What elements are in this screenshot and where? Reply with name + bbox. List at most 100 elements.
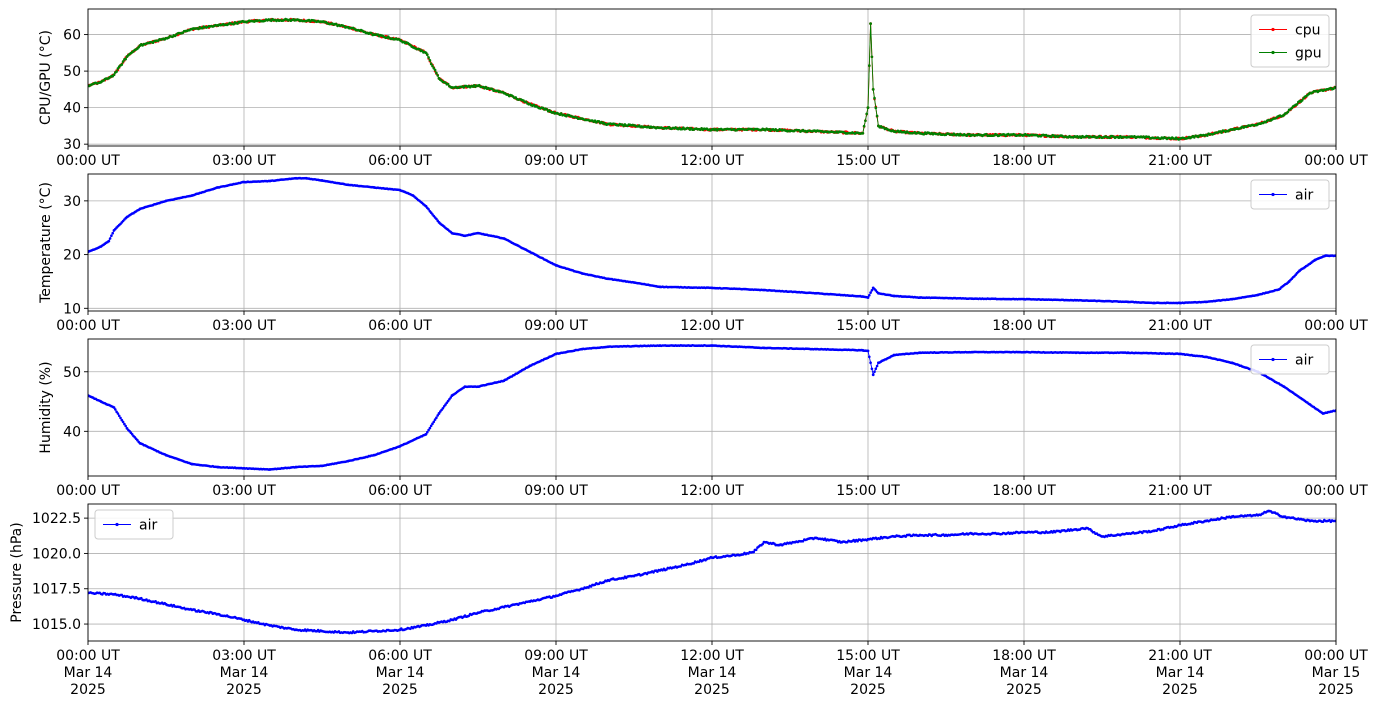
x-tick-label: 15:00 UT <box>836 483 900 499</box>
chart-panel-1: 00:00 UT 03:00 UT 06:00 UT 09:00 UT 12:00 UT… <box>38 8 1368 169</box>
y-axis-label: Pressure (hPa) <box>9 522 25 622</box>
data-point <box>864 119 867 123</box>
data-point <box>112 73 116 77</box>
x-tick-label: 00:00 UT <box>56 153 120 169</box>
x-tick-label: 12:00 UT <box>680 153 744 169</box>
x-tick-label: 03:00 UT <box>212 153 276 169</box>
y-tick-label: 1020.0 <box>32 546 81 562</box>
data-point <box>107 239 111 243</box>
y-tick-label: 1017.5 <box>32 582 81 598</box>
x-tick-label: 03:00 UT <box>212 483 276 499</box>
legend-marker-cpu <box>1271 27 1275 32</box>
data-point <box>427 208 430 211</box>
data-point <box>870 289 874 292</box>
y-tick-label: 60 <box>63 28 81 44</box>
data-point <box>428 426 432 430</box>
data-point <box>491 87 494 91</box>
data-point <box>868 294 871 297</box>
data-point <box>111 231 114 235</box>
data-point <box>117 414 121 418</box>
legend-label-air: air <box>1295 353 1313 369</box>
y-tick-label: 10 <box>63 301 81 317</box>
data-point <box>123 422 126 426</box>
x-tick-label: 00:00 UT <box>56 483 120 499</box>
data-point <box>869 22 872 26</box>
x-tick-label: 09:00 UT <box>524 318 588 334</box>
legend-box <box>1250 179 1330 210</box>
data-point <box>428 59 432 62</box>
x-tick-label: 06:00 UT <box>368 483 432 499</box>
data-point <box>335 22 338 26</box>
y-axis-label: CPU/GPU (°C) <box>38 30 54 125</box>
legend-box <box>1250 344 1330 375</box>
data-point <box>424 432 428 436</box>
legend-label-gpu: gpu <box>1295 46 1322 62</box>
x-tick-label: 06:00 UT <box>368 318 432 334</box>
data-point <box>866 296 870 299</box>
x-tick-label: 15:00 UT <box>836 153 900 169</box>
x-tick-label: 00:00 UT <box>1304 483 1368 499</box>
x-tick-label: 09:00 UT <box>524 153 588 169</box>
data-point <box>435 416 438 420</box>
x-tick-label: 09:00 UT <box>524 483 588 499</box>
data-point <box>436 74 440 77</box>
data-point <box>871 87 875 91</box>
y-axis-label: Humidity (%) <box>38 361 54 453</box>
data-point <box>112 406 116 409</box>
data-point <box>865 112 868 116</box>
data-point <box>869 291 872 294</box>
data-point <box>873 96 876 100</box>
data-point <box>870 367 874 371</box>
data-point <box>449 396 453 399</box>
data-point <box>110 234 113 237</box>
data-point <box>861 131 865 135</box>
data-point <box>448 398 451 401</box>
data-point <box>426 53 429 56</box>
data-point <box>427 428 430 432</box>
y-tick-label: 1015.0 <box>32 617 81 633</box>
data-point <box>427 56 430 59</box>
x-tick-label: 00:00 UT Mar 15 2025 <box>1304 648 1368 698</box>
x-tick-label: 18:00 UT Mar 14 2025 <box>992 648 1056 698</box>
data-point <box>874 367 878 371</box>
data-point <box>116 412 120 415</box>
x-tick-label: 21:00 UT <box>1148 153 1212 169</box>
x-tick-label: 12:00 UT Mar 14 2025 <box>680 648 744 698</box>
data-point <box>871 373 875 377</box>
data-point <box>140 596 143 600</box>
data-point <box>120 418 124 422</box>
data-point <box>692 562 696 565</box>
x-tick-label: 03:00 UT <box>212 318 276 334</box>
data-point <box>437 412 441 415</box>
legend-marker-gpu <box>1271 50 1275 55</box>
data-point <box>873 370 876 374</box>
x-tick-label: 15:00 UT <box>836 318 900 334</box>
data-point <box>1295 103 1299 106</box>
data-point <box>433 68 437 72</box>
y-tick-label: 1022.5 <box>32 511 81 527</box>
data-point <box>114 408 117 411</box>
legend-marker-air <box>115 522 119 527</box>
data-point <box>868 355 871 359</box>
data-point <box>1220 131 1223 134</box>
data-point <box>1300 99 1304 102</box>
data-point <box>868 64 871 67</box>
y-tick-label: 20 <box>63 248 81 264</box>
x-tick-label: 21:00 UT <box>1148 318 1212 334</box>
data-point <box>875 114 879 118</box>
data-point <box>754 548 758 552</box>
chart-panel-2: 00:00 UT 03:00 UT 06:00 UT 09:00 UT 12:00 UT… <box>38 173 1368 334</box>
data-point <box>866 106 870 110</box>
data-point <box>436 414 440 417</box>
data-point <box>866 349 870 353</box>
y-tick-label: 40 <box>63 101 81 117</box>
x-tick-label: 21:00 UT Mar 14 2025 <box>1148 648 1212 698</box>
legend-label-air: air <box>139 518 157 534</box>
data-point <box>154 600 157 603</box>
data-point <box>108 237 112 240</box>
x-tick-label: 06:00 UT Mar 14 2025 <box>368 648 432 698</box>
legend: air <box>1250 179 1330 210</box>
data-point <box>441 407 445 410</box>
